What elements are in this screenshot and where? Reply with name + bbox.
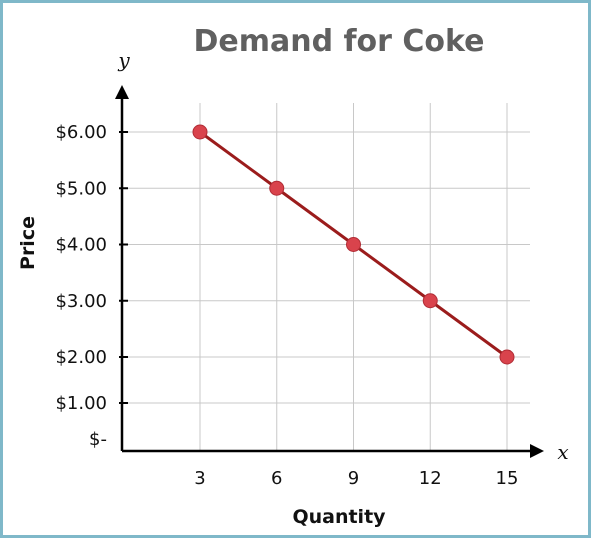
- chart-title: Demand for Coke: [193, 24, 484, 59]
- y-tick-label-6: $6.00: [55, 122, 107, 143]
- data-point-12: [422, 293, 438, 309]
- y-axis-label: Price: [17, 216, 39, 270]
- x-tick-label-6: 6: [271, 468, 282, 489]
- data-point-9: [346, 237, 361, 252]
- y-axis-arrow: [115, 85, 129, 99]
- data-point-15: [499, 349, 515, 365]
- x-axis-label: Quantity: [292, 506, 386, 528]
- y-tick-labels: $- $1.00 $2.00 $3.00 $4.00 $5.00 $6.00: [55, 122, 128, 450]
- y-tick-label-2: $2.00: [55, 347, 107, 368]
- x-tick-label-12: 12: [419, 468, 442, 489]
- data-point-6: [269, 180, 285, 196]
- x-axis-symbol: x: [557, 440, 568, 464]
- data-point-3: [192, 124, 208, 140]
- x-tick-label-3: 3: [194, 468, 205, 489]
- y-tick-label-3: $3.00: [55, 291, 107, 312]
- x-axis-arrow: [530, 444, 544, 458]
- x-tick-labels: 3 6 9 12 15: [194, 468, 518, 489]
- demand-chart: Demand for Coke $- $1.00 $2.00 $3.00 $4.00 $5…: [17, 24, 569, 528]
- y-tick-label-1: $1.00: [55, 393, 107, 414]
- y-axis-symbol: y: [117, 48, 130, 72]
- x-tick-label-9: 9: [348, 468, 359, 489]
- y-tick-label-5: $5.00: [55, 178, 107, 199]
- grid-lines: [122, 103, 530, 451]
- data-points: [192, 124, 515, 365]
- x-tick-label-15: 15: [496, 468, 519, 489]
- y-tick-label-0: $-: [89, 429, 107, 450]
- axes: [115, 85, 544, 458]
- y-tick-label-4: $4.00: [55, 235, 107, 256]
